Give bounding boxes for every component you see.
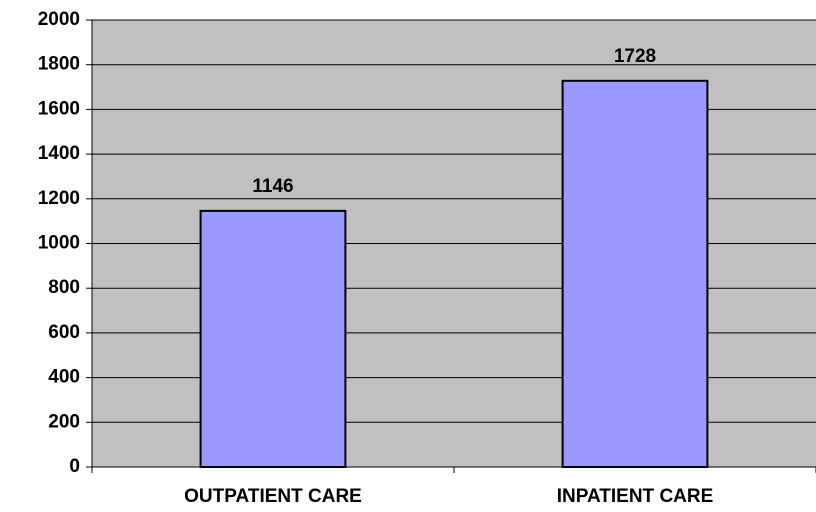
y-tick-label: 400 (48, 367, 80, 388)
y-tick-label: 0 (69, 456, 80, 477)
data-label: 1728 (614, 46, 656, 67)
y-tick-label: 800 (48, 277, 80, 298)
y-tick-label: 1400 (38, 143, 80, 164)
bar (561, 79, 709, 469)
y-tick-label: 1000 (38, 233, 80, 254)
y-tick-label: 200 (48, 411, 80, 432)
y-tick-label: 600 (48, 322, 80, 343)
y-tick-label: 1600 (38, 98, 80, 119)
x-tick-label: OUTPATIENT CARE (184, 486, 362, 507)
bar (199, 209, 347, 469)
y-tick-label: 1200 (38, 188, 80, 209)
data-label: 1146 (252, 176, 293, 197)
x-tick-label: INPATIENT CARE (557, 486, 714, 507)
y-tick-label: 2000 (38, 9, 80, 30)
y-tick-label: 1800 (38, 54, 80, 75)
